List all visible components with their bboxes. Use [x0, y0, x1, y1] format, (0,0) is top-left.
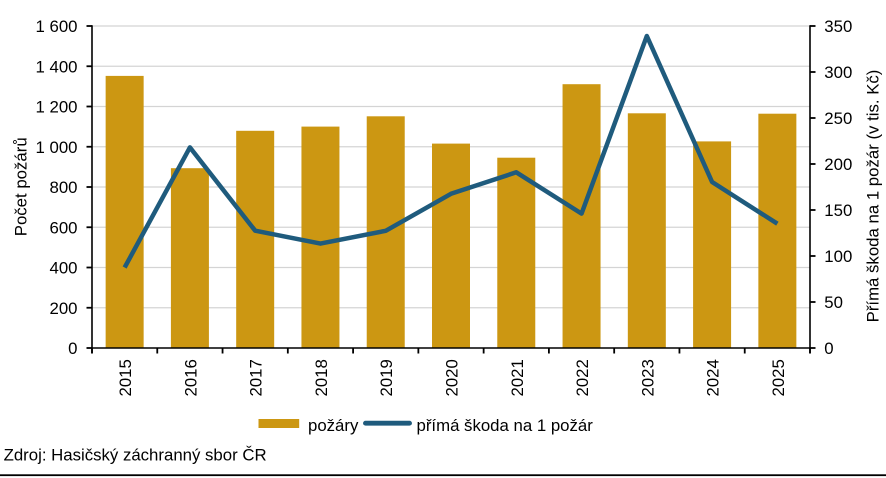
svg-text:přímá škoda na 1 požár: přímá škoda na 1 požár	[417, 416, 594, 435]
svg-text:350: 350	[824, 17, 852, 36]
svg-text:1 200: 1 200	[36, 98, 78, 117]
svg-text:2015: 2015	[116, 359, 135, 396]
svg-text:2023: 2023	[638, 359, 657, 396]
svg-text:Přímá škoda na 1 požár (v tis.: Přímá škoda na 1 požár (v tis. Kč)	[863, 70, 882, 323]
svg-text:800: 800	[50, 178, 78, 197]
svg-text:1 600: 1 600	[36, 17, 78, 36]
svg-text:Zdroj: Hasičský záchranný sbor: Zdroj: Hasičský záchranný sbor ČR	[4, 446, 267, 465]
svg-text:0: 0	[824, 339, 833, 358]
svg-text:1 400: 1 400	[36, 57, 78, 76]
svg-text:400: 400	[50, 259, 78, 278]
svg-text:0: 0	[68, 339, 77, 358]
svg-text:200: 200	[824, 155, 852, 174]
svg-text:požáry: požáry	[308, 416, 359, 435]
svg-text:600: 600	[50, 218, 78, 237]
svg-text:2022: 2022	[573, 359, 592, 396]
svg-text:300: 300	[824, 63, 852, 82]
svg-text:250: 250	[824, 109, 852, 128]
svg-text:50: 50	[824, 293, 843, 312]
svg-text:Počet požárů: Počet požárů	[11, 137, 30, 236]
svg-text:2017: 2017	[247, 359, 266, 396]
svg-text:200: 200	[50, 299, 78, 318]
svg-text:2020: 2020	[443, 359, 462, 396]
svg-text:2025: 2025	[769, 359, 788, 396]
svg-text:2024: 2024	[704, 359, 723, 396]
svg-text:2021: 2021	[508, 359, 527, 396]
svg-text:100: 100	[824, 247, 852, 266]
svg-text:1 000: 1 000	[36, 138, 78, 157]
svg-text:2016: 2016	[181, 359, 200, 396]
svg-text:2018: 2018	[312, 359, 331, 396]
svg-text:2019: 2019	[377, 359, 396, 396]
svg-text:150: 150	[824, 201, 852, 220]
